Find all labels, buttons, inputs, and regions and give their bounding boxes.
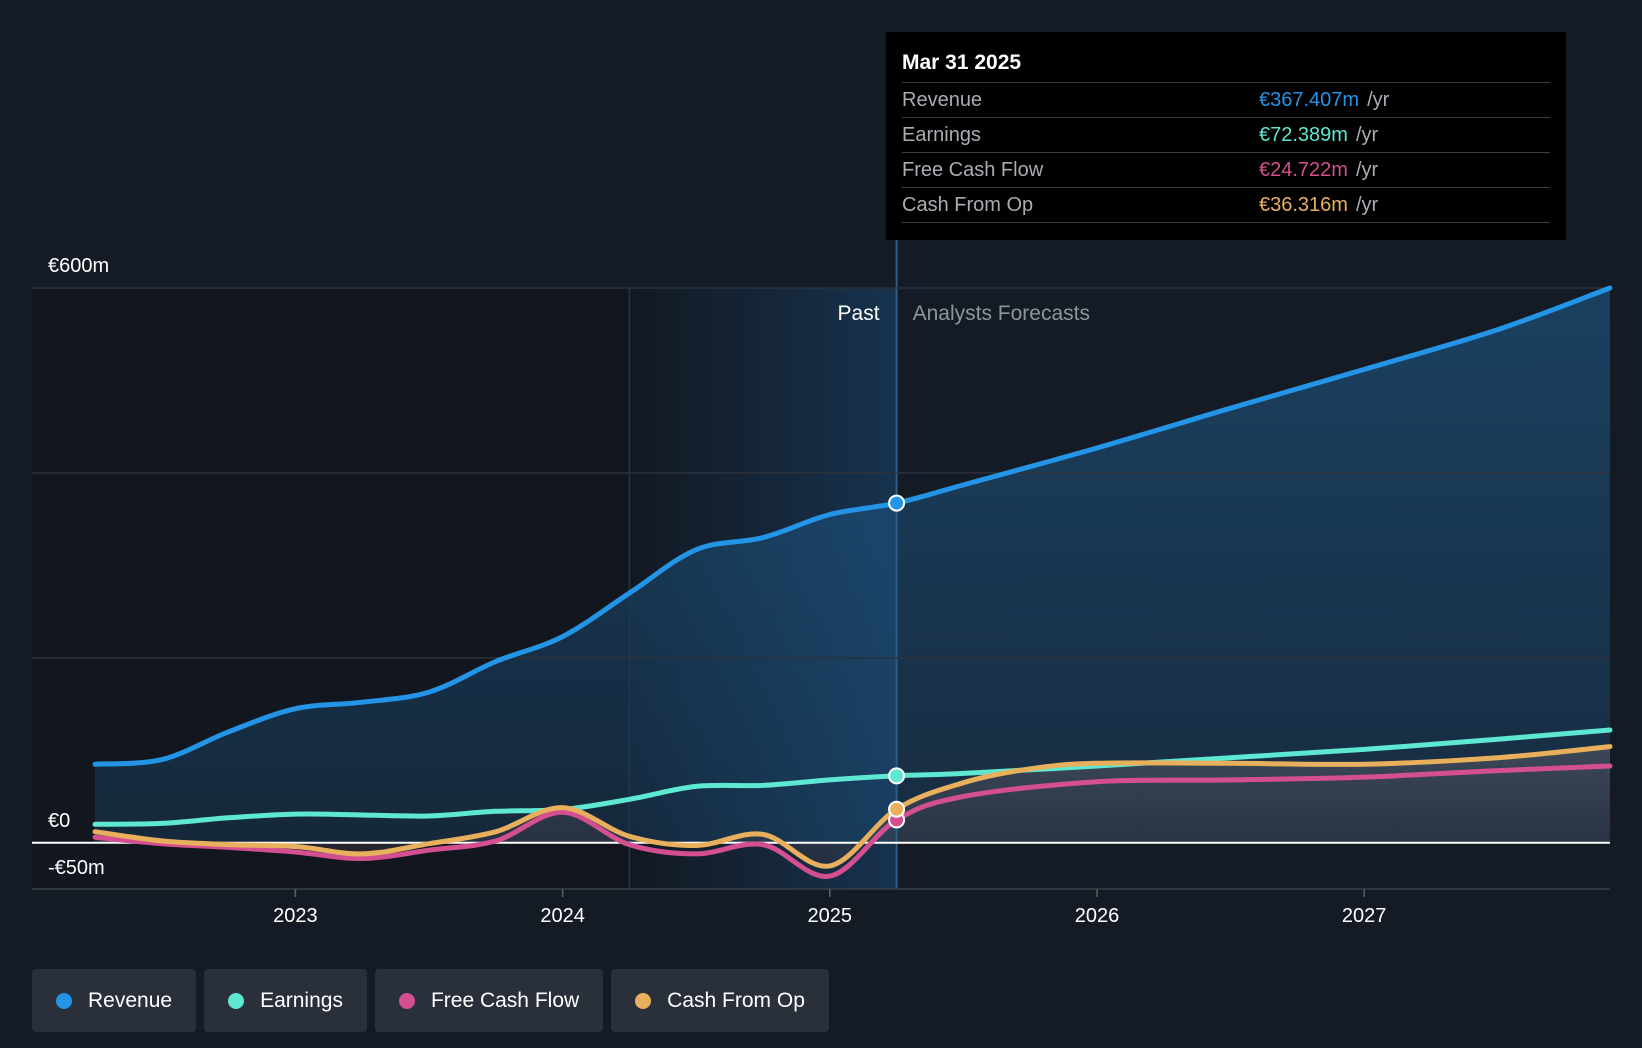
series-lines [92, 285, 1613, 879]
tooltip-date: Mar 31 2025 [902, 51, 1022, 74]
tooltip-label: Cash From Op [902, 193, 1034, 216]
past-label: Past [838, 302, 880, 325]
x-axis: 2023 2024 2025 2026 2027 [273, 889, 1386, 927]
hover-tooltip: Mar 31 2025 Revenue €367.407m /yr Earnin… [886, 32, 1566, 240]
legend-label: Revenue [88, 988, 173, 1012]
tooltip-label: Revenue [902, 88, 983, 111]
tooltip-label: Free Cash Flow [902, 158, 1044, 181]
x-tick-label: 2027 [1342, 905, 1387, 927]
tooltip-row-cash-from-op: Cash From Op €36.316m /yr [902, 187, 1550, 223]
legend-item-earnings[interactable]: Earnings [204, 969, 367, 1032]
chart-legend: Revenue Earnings Free Cash Flow Cash Fro… [32, 969, 829, 1032]
free-cash-flow-line [92, 763, 1613, 879]
area-fills [95, 288, 1610, 867]
tooltip-label: Earnings [902, 123, 981, 146]
earnings-marker [888, 767, 906, 785]
revenue-marker [888, 494, 906, 512]
tooltip-value: €367.407m [1259, 88, 1360, 111]
x-tick-label: 2023 [273, 905, 318, 927]
earnings-line [92, 727, 1613, 827]
y-tick-label: €0 [48, 810, 70, 832]
hover-markers [888, 494, 906, 829]
tooltip-row-free-cash-flow: Free Cash Flow €24.722m /yr [902, 152, 1550, 187]
legend-item-free-cash-flow[interactable]: Free Cash Flow [374, 969, 604, 1032]
y-tick-label: €600m [48, 255, 109, 277]
cash-from-op-line [92, 744, 1613, 869]
y-tick-label: -€50m [48, 857, 105, 879]
tooltip-value: €36.316m [1259, 193, 1348, 216]
cash-area [95, 746, 1610, 867]
dot-icon [56, 992, 72, 1009]
x-tick-label: 2024 [540, 905, 585, 927]
tooltip-value: €72.389m [1259, 123, 1348, 146]
dot-icon [635, 992, 652, 1009]
x-tick-label: 2025 [808, 905, 853, 927]
legend-label: Free Cash Flow [430, 988, 580, 1012]
tooltip-unit: /yr [1355, 158, 1379, 181]
forecast-label: Analysts Forecasts [913, 302, 1090, 325]
revenue-area [95, 288, 1610, 843]
tooltip-row-revenue: Revenue €367.407m /yr [902, 82, 1550, 117]
legend-item-cash-from-op[interactable]: Cash From Op [611, 969, 829, 1032]
tooltip-unit: /yr [1355, 123, 1379, 146]
revenue-line [92, 285, 1613, 767]
legend-item-revenue[interactable]: Revenue [32, 969, 197, 1032]
y-axis: €600m €0 -€50m [48, 255, 109, 879]
tooltip-value: €24.722m [1259, 158, 1348, 181]
tooltip-row-earnings: Earnings €72.389m /yr [902, 117, 1550, 152]
tooltip-unit: /yr [1355, 193, 1379, 216]
legend-label: Cash From Op [667, 988, 805, 1012]
dot-icon [398, 992, 415, 1009]
legend-label: Earnings [260, 988, 343, 1012]
x-tick-label: 2026 [1075, 905, 1120, 927]
tooltip-unit: /yr [1367, 88, 1390, 111]
dot-icon [228, 992, 245, 1009]
cash-from-op-marker [888, 800, 906, 818]
